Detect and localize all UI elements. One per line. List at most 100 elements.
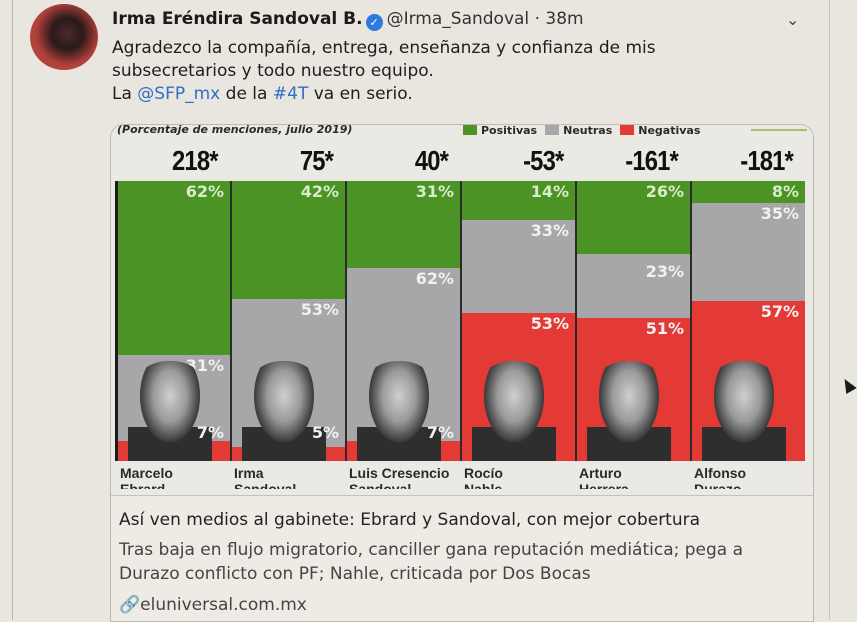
pct-label: 53% [530,313,569,333]
bar-positive: 26% [577,181,690,254]
pct-label: 23% [645,261,684,281]
score-label: 218* [172,145,218,176]
bar-positive: 8% [692,181,805,204]
card-divider [111,495,813,496]
stacked-bars: 218* 62% 31% 7% Marcelo Ebrard 75* 42% 53… [115,145,807,489]
person-name: Marcelo Ebrard [120,465,173,489]
decorative-rule [751,129,807,131]
person-name: Alfonso Durazo [694,465,746,489]
link-icon: 🔗 [119,595,141,615]
person-name: Arturo Herrera [579,465,629,489]
bar-neutral: 33% [462,220,575,313]
bar-positive: 62% [118,181,230,355]
neg-label-holder: 7% [118,422,230,442]
verified-badge-icon: ✓ [365,14,383,31]
person-name: Irma Sandoval [234,465,296,489]
score-label: -181* [740,145,793,176]
chart-subtitle: (Porcentaje de menciones, julio 2019) [117,124,353,136]
legend-swatch [545,125,560,135]
tweet-timestamp[interactable]: 38m [545,9,584,29]
last-name: Herrera [579,481,629,489]
bar-positive: 42% [232,181,345,299]
mouse-cursor-icon [839,375,857,395]
pct-label: 7% [426,422,454,442]
tweet-text: Agradezco la compañía, entrega, enseñanz… [112,37,792,106]
screen-edge-right [829,0,830,620]
score-label: 40* [414,145,449,176]
pct-label: 51% [645,319,684,339]
chevron-down-icon[interactable]: ⌄ [786,10,800,29]
pct-label: 33% [530,221,569,241]
pct-label: 5% [311,422,339,442]
score-label: -53* [522,145,564,176]
bar-column: 40* 31% 62% 7% Luis Cresencio Sandoval [345,145,460,489]
last-name: Nahle [464,481,503,489]
portrait-photo [357,361,441,461]
card-title[interactable]: Así ven medios al gabinete: Ebrard y San… [119,510,701,530]
tweet-text-line: subsecretarios y todo nuestro equipo. [112,61,434,81]
author-name[interactable]: Irma Eréndira Sandoval B. [112,9,363,29]
pct-label: 62% [415,268,454,288]
chart-legend: Positivas Neutras Negativas [463,124,701,137]
legend-label: Neutras [563,124,613,137]
text-fragment: va en serio. [308,84,413,104]
bar-positive: 14% [462,181,575,221]
tweet-header: Irma Eréndira Sandoval B. ✓ @Irma_Sandoval… [112,9,584,31]
neg-label-holder: 7% [347,422,460,442]
bar-neutral: 23% [577,253,690,319]
first-name: Irma [234,465,264,481]
portrait-photo [472,361,556,461]
legend-item-negativas: Negativas [620,124,701,137]
avatar[interactable] [30,4,98,70]
pct-label: 31% [415,182,454,201]
first-name: Luis Cresencio [349,465,450,481]
portrait-photo [242,361,326,461]
legend-swatch [463,125,477,135]
pct-label: 42% [300,182,339,201]
last-name: Durazo [694,481,742,489]
bar-positive: 31% [347,181,460,268]
pct-label: 62% [185,182,224,201]
tweet-text-line: La @SFP_mx de la #4T va en serio. [112,83,792,106]
tweet-text-line: Agradezco la compañía, entrega, enseñanz… [112,38,656,58]
bar-column: -161* 26% 23% 51% Arturo Herrera [575,145,690,489]
portrait-photo [128,361,212,461]
pct-label: 53% [300,299,339,319]
portrait-photo [702,361,786,461]
first-name: Rocío [464,465,503,481]
hashtag-link[interactable]: #4T [272,84,309,104]
text-fragment: de la [220,84,273,104]
pct-label: 26% [645,182,684,201]
legend-item-positivas: Positivas [463,125,537,137]
pct-label: 8% [771,182,799,201]
bar-column: 218* 62% 31% 7% Marcelo Ebrard [115,145,230,489]
author-handle[interactable]: @Irma_Sandoval [386,9,530,29]
first-name: Marcelo [120,465,173,481]
score-label: 75* [299,145,334,176]
pct-label: 7% [196,422,224,442]
separator: · [534,9,540,29]
pct-label: 14% [530,182,569,201]
text-fragment: La [112,84,138,104]
link-preview-card[interactable]: (Porcentaje de menciones, julio 2019) Po… [110,124,814,622]
card-description: Tras baja en flujo migratorio, canciller… [119,540,744,584]
card-domain[interactable]: 🔗eluniversal.com.mx [119,595,307,615]
legend-item-neutras: Neutras [545,124,613,137]
last-name: Sandoval [349,481,412,489]
first-name: Alfonso [694,465,747,481]
legend-swatch [620,125,635,135]
bar-column: -53* 14% 33% 53% Rocío Nahle [460,145,575,489]
legend-label: Negativas [638,124,701,137]
bar-column: 75* 42% 53% 5% Irma Sandoval [230,145,345,489]
screen-edge-left [12,0,13,620]
bar-neutral: 35% [692,203,805,302]
last-name: Ebrard [120,481,166,489]
pct-label: 57% [760,302,799,322]
mention-link[interactable]: @SFP_mx [137,84,221,104]
portrait-photo [587,361,671,461]
bar-column: -181* 8% 35% 57% Alfonso Durazo [690,145,805,489]
domain-text: eluniversal.com.mx [140,595,307,615]
person-name: Luis Cresencio Sandoval [349,465,449,489]
person-name: Rocío Nahle [464,465,503,489]
first-name: Arturo [579,465,622,481]
